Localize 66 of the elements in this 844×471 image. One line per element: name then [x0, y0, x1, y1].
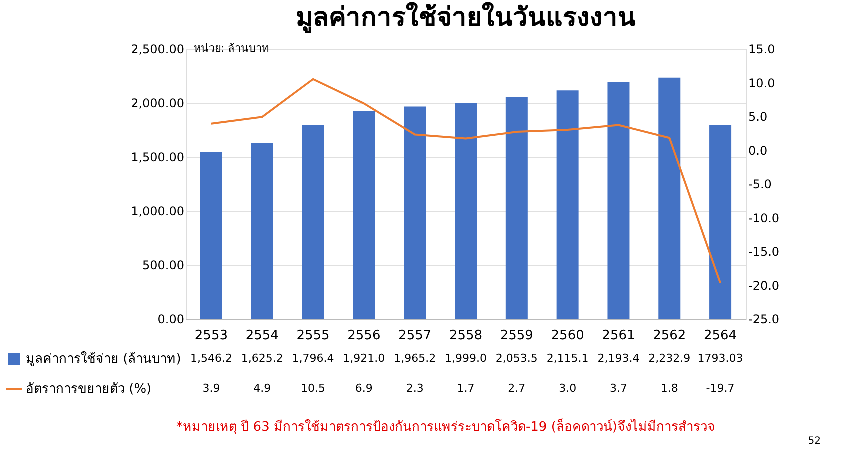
bar: [658, 78, 681, 319]
bar: [251, 143, 274, 319]
data-label: 2,053.5: [496, 352, 538, 365]
x-tick-label: 2560: [551, 328, 584, 344]
data-label: 2.3: [406, 382, 424, 395]
data-label: 2.7: [508, 382, 526, 395]
x-tick-label: 2554: [246, 328, 279, 344]
data-label: 6.9: [355, 382, 373, 395]
y2-tick-label: -20.0: [748, 278, 780, 293]
y-tick-label: 500.00: [142, 258, 184, 272]
y2-tick-label: -25.0: [748, 312, 780, 326]
data-label: 2,232.9: [648, 352, 691, 365]
data-label: 2,193.4: [598, 352, 640, 365]
y2-tick-label: 10.0: [748, 76, 776, 90]
data-label: -19.7: [706, 382, 735, 395]
y2-tick-label: 15.0: [748, 42, 776, 56]
data-label: 1.8: [660, 382, 678, 395]
x-tick-label: 2564: [704, 328, 738, 344]
x-tick-label: 2562: [653, 328, 686, 344]
bar: [200, 152, 222, 319]
x-tick-label: 2557: [398, 328, 432, 344]
data-label: 1,796.4: [292, 352, 334, 365]
text: 52: [808, 436, 821, 447]
data-label: 1793.03: [698, 352, 744, 365]
y2-tick-label: 0.0: [748, 144, 768, 158]
y-tick-label: 1,000.00: [131, 204, 184, 218]
y2-tick-label: -10.0: [748, 211, 780, 226]
data-label: 1,625.2: [241, 352, 284, 365]
data-label: 4.9: [254, 382, 272, 395]
annotation: หน่วย: ล้านบาท: [194, 42, 270, 55]
text: *หมายเหตุ ปี 63 มีการใช้มาตรการป้องกันการแพร่ระบาดโควิด-19 (ล็อคดาวน์)จึงไม่มีการสำรวจ: [176, 417, 716, 435]
x-tick-label: 2559: [500, 328, 534, 344]
data-label: 3.7: [610, 382, 628, 395]
y-tick-label: 1,500.00: [131, 150, 184, 164]
x-tick-label: 2556: [348, 328, 381, 344]
data-label: 1,546.2: [190, 352, 232, 365]
data-label: 3.9: [202, 382, 220, 395]
bar: [710, 125, 732, 319]
legend-label: อัตราการขยายตัว (%): [26, 382, 152, 397]
bar: [353, 112, 376, 319]
data-label: 1.7: [457, 382, 475, 395]
chart-title: มูลค่าการใช้จ่ายในวันแรงงาน: [296, 2, 636, 34]
data-label: 1,965.2: [394, 352, 436, 365]
x-tick-label: 2561: [602, 328, 636, 344]
y-tick-label: 0.00: [158, 312, 184, 326]
legend-label: มูลค่าการใช้จ่าย (ล้านบาท): [26, 351, 182, 367]
x-tick-label: 2558: [449, 328, 483, 344]
y2-tick-label: -15.0: [748, 245, 780, 259]
bar: [608, 82, 630, 319]
bar: [404, 106, 426, 319]
data-label: 10.5: [301, 382, 326, 395]
data-label: 1,999.0: [445, 352, 487, 365]
bar: [302, 124, 324, 319]
line-series: [210, 78, 722, 284]
bar: [455, 103, 477, 319]
data-label: 2,115.1: [546, 352, 589, 365]
bar: [506, 97, 528, 319]
x-tick-label: 2553: [194, 328, 228, 344]
y2-tick-label: 5.0: [748, 110, 768, 124]
x-tick-label: 2555: [296, 328, 330, 344]
data-label: 1,921.0: [343, 352, 386, 365]
y2-tick-label: -5.0: [748, 178, 772, 192]
bar: [556, 90, 579, 319]
y-tick-label: 2,500.00: [131, 42, 184, 56]
data-label: 3.0: [559, 382, 577, 395]
y-tick-label: 2,000.00: [131, 96, 184, 110]
